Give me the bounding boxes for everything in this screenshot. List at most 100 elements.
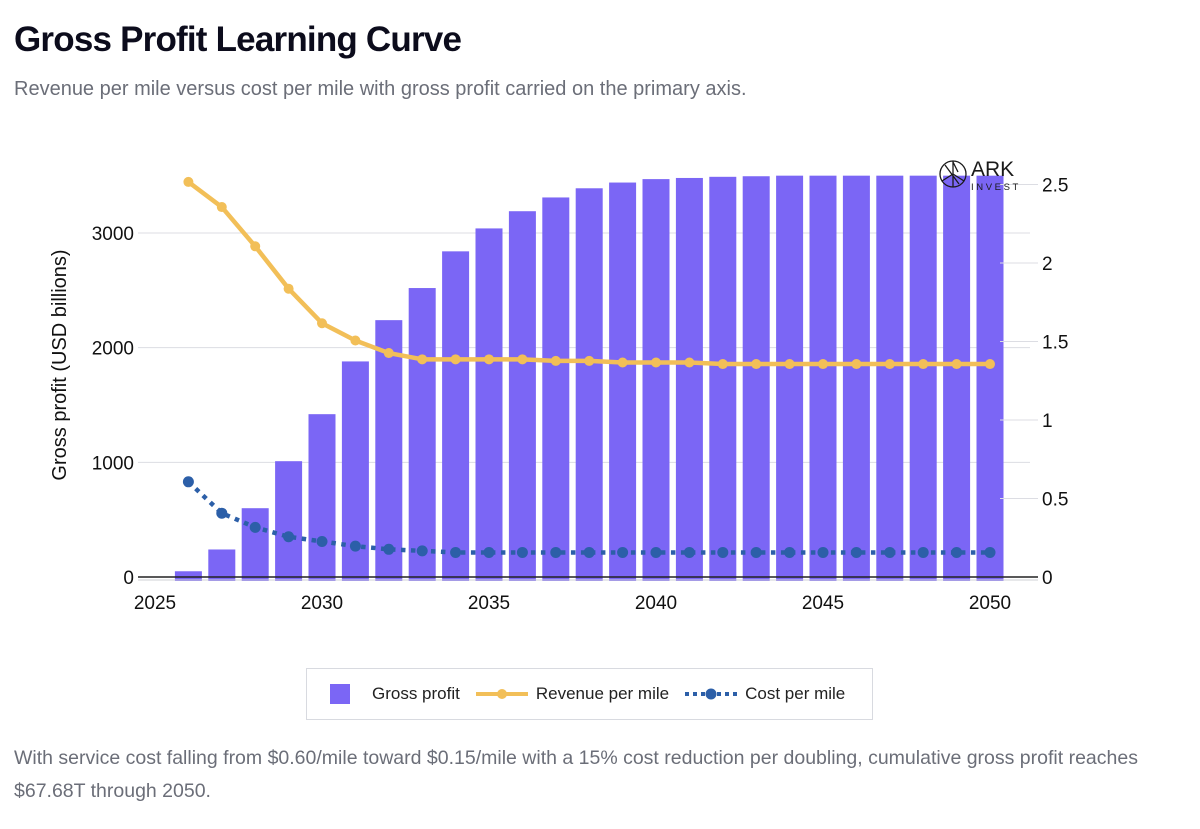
cost-per-mile-point	[349, 540, 361, 552]
revenue-per-mile-point	[617, 357, 628, 368]
bar-gross-profit	[943, 175, 971, 581]
right-axis-tick-label: 0	[1042, 568, 1053, 589]
cost-per-mile-point	[650, 546, 662, 558]
right-axis-tick-label: 0.5	[1042, 490, 1068, 511]
cost-per-mile-point	[316, 535, 328, 547]
bar-gross-profit	[609, 182, 637, 581]
ark-invest-logo: ARK INVEST	[939, 158, 1021, 193]
bar-gross-profit	[709, 176, 737, 581]
x-axis-ticks: 2025 2030 2035 2040 2045 2050	[134, 593, 1011, 614]
cost-per-mile-point	[383, 543, 395, 555]
x-axis-tick-label: 2045	[802, 593, 844, 614]
x-axis-tick-label: 2025	[134, 593, 176, 614]
cost-per-mile-point	[450, 546, 462, 558]
revenue-per-mile-point	[918, 359, 929, 370]
bar-gross-profit	[642, 179, 670, 581]
bar-gross-profit	[174, 571, 202, 581]
ark-logo-icon	[939, 160, 967, 188]
cost-per-mile-point	[750, 546, 762, 558]
bar-gross-profit	[675, 177, 703, 581]
bar-gross-profit	[442, 251, 470, 581]
revenue-per-mile-point	[884, 359, 895, 370]
cost-per-mile-point	[683, 546, 695, 558]
cost-per-mile-point	[182, 476, 194, 488]
cost-per-mile-point	[216, 507, 228, 519]
chart-legend: Gross profit Revenue per mile Cost per m…	[306, 668, 873, 720]
revenue-per-mile-point	[818, 359, 828, 370]
bar-gross-profit	[475, 228, 503, 581]
cost-per-mile-point	[984, 546, 996, 558]
revenue-per-mile-point	[517, 354, 528, 365]
cost-per-mile-point	[817, 546, 829, 558]
revenue-per-mile-point	[951, 359, 962, 370]
right-axis-ticks: 0 0.5 1 1.5 2 2.5	[1000, 176, 1068, 589]
legend-bar-swatch-icon	[330, 684, 350, 704]
cost-per-mile-point	[583, 546, 595, 558]
ark-logo-sub: INVEST	[971, 182, 1021, 193]
cost-per-mile-point	[516, 546, 528, 558]
bar-gross-profit	[842, 175, 870, 581]
revenue-per-mile-point	[550, 355, 561, 366]
bar-gross-profit	[275, 461, 303, 581]
bar-gross-profit	[508, 211, 536, 582]
line-series-revenue-per-mile	[183, 176, 995, 370]
revenue-per-mile-point	[584, 355, 595, 366]
cost-per-mile-point	[416, 545, 428, 557]
bar-gross-profit	[308, 414, 336, 581]
page-title: Gross Profit Learning Curve	[14, 20, 462, 59]
cost-per-mile-point	[249, 521, 261, 533]
revenue-per-mile-point	[450, 354, 461, 365]
legend-item-cost-per-mile[interactable]: Cost per mile	[669, 684, 845, 704]
page-subtitle: Revenue per mile versus cost per mile wi…	[14, 78, 747, 100]
revenue-per-mile-point	[283, 283, 294, 294]
left-axis-title: Gross profit (USD billions)	[49, 249, 71, 480]
cost-per-mile-point	[917, 546, 929, 558]
x-axis-tick-label: 2030	[301, 593, 343, 614]
cost-per-mile-point	[717, 546, 729, 558]
cost-per-mile-point	[283, 531, 295, 543]
cost-per-mile-point	[884, 546, 896, 558]
revenue-per-mile-point	[717, 359, 728, 370]
bar-gross-profit	[742, 176, 770, 582]
cost-per-mile-point	[483, 546, 495, 558]
x-axis-tick-label: 2050	[969, 593, 1011, 614]
bar-gross-profit	[375, 320, 403, 581]
x-axis-baseline	[138, 576, 1038, 581]
bar-gross-profit	[809, 175, 837, 581]
bar-gross-profit	[241, 508, 269, 581]
bar-gross-profit	[542, 197, 570, 581]
revenue-per-mile-point	[651, 357, 661, 368]
right-axis-tick-label: 1	[1042, 411, 1053, 432]
revenue-per-mile-point	[317, 318, 327, 329]
bar-gross-profit	[208, 549, 236, 581]
cost-per-mile-point	[617, 546, 629, 558]
left-axis-ticks: 0 1000 2000 3000	[92, 224, 134, 589]
legend-label: Cost per mile	[745, 684, 846, 703]
revenue-per-mile-point	[383, 348, 394, 359]
legend-line-swatch-icon	[475, 689, 528, 699]
revenue-per-mile-point	[417, 354, 428, 365]
revenue-per-mile-point	[216, 202, 227, 213]
bar-gross-profit	[575, 188, 603, 581]
cost-per-mile-point	[784, 546, 796, 558]
bar-gross-profit	[776, 175, 804, 581]
left-axis-tick-label: 3000	[92, 224, 134, 245]
revenue-per-mile-point	[851, 359, 862, 370]
legend-label: Gross profit	[372, 684, 460, 703]
right-axis-tick-label: 2	[1042, 254, 1053, 275]
revenue-per-mile-point	[784, 359, 795, 370]
left-axis-tick-label: 1000	[92, 453, 134, 474]
left-axis-tick-label: 2000	[92, 339, 134, 360]
chart-container: 0 1000 2000 3000 0 0.5 1 1.5 2 2.5 2025 2030 2035 2…	[0, 140, 1200, 660]
cost-per-mile-point	[550, 546, 562, 558]
revenue-per-mile-point	[250, 241, 261, 252]
bar-series-gross-profit	[174, 175, 1004, 582]
right-axis-tick-label: 1.5	[1042, 333, 1068, 354]
cost-per-mile-point	[850, 546, 862, 558]
legend-item-revenue-per-mile[interactable]: Revenue per mile	[460, 684, 669, 704]
revenue-per-mile-point	[751, 359, 762, 370]
legend-item-gross-profit[interactable]: Gross profit	[307, 684, 460, 704]
legend-dotted-swatch-icon	[685, 688, 738, 700]
revenue-per-mile-point	[985, 359, 995, 370]
